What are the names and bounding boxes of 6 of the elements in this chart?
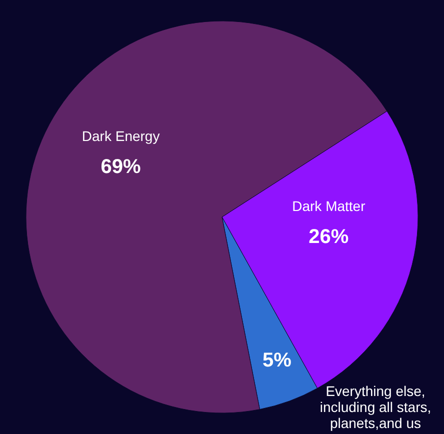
slice-label: Dark Energy (82, 128, 160, 144)
data-label: 26% (308, 226, 349, 248)
data-label: 5% (262, 349, 292, 372)
data-label: 69% (100, 156, 142, 178)
slice-label: Everything else, including all stars, planets,and us (320, 382, 432, 431)
slice-label: Dark Matter (292, 198, 366, 214)
